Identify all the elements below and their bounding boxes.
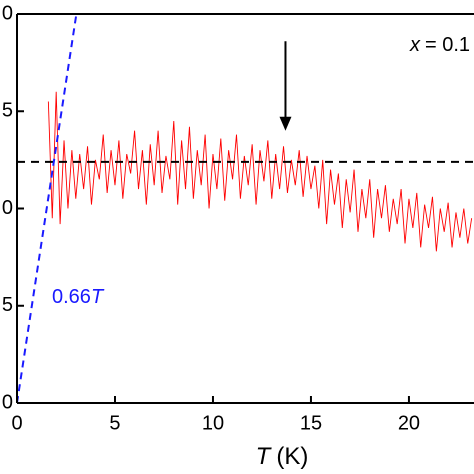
- x-label-var: T: [256, 443, 273, 470]
- y-tick-label: 2.0: [0, 2, 13, 24]
- slope-label: 0.66T: [52, 286, 105, 308]
- x-tick-label: 15: [300, 412, 322, 434]
- slope-value: 0.66: [52, 286, 91, 308]
- x-tick-label: 0: [11, 412, 22, 434]
- x-tick-label: 5: [109, 412, 120, 434]
- y-tick-label: 0.5: [0, 294, 13, 316]
- slope-line: [16, 13, 78, 404]
- y-tick-label: 1.5: [0, 100, 13, 122]
- slope-var: T: [91, 286, 105, 308]
- x-axis-label: T (K): [256, 443, 309, 470]
- x-tick-label: 10: [202, 412, 224, 434]
- y-tick-label: 1.0: [0, 197, 13, 219]
- x-tick-label: 20: [398, 412, 420, 434]
- data-line: [47, 91, 473, 252]
- annotation-var: x: [409, 34, 421, 56]
- y-tick-label: 0.0: [0, 391, 13, 413]
- x-label-unit: (K): [276, 443, 308, 470]
- annotation: x = 0.1: [409, 34, 470, 56]
- arrow-head: [279, 116, 292, 131]
- annotation-text: = 0.1: [425, 34, 470, 56]
